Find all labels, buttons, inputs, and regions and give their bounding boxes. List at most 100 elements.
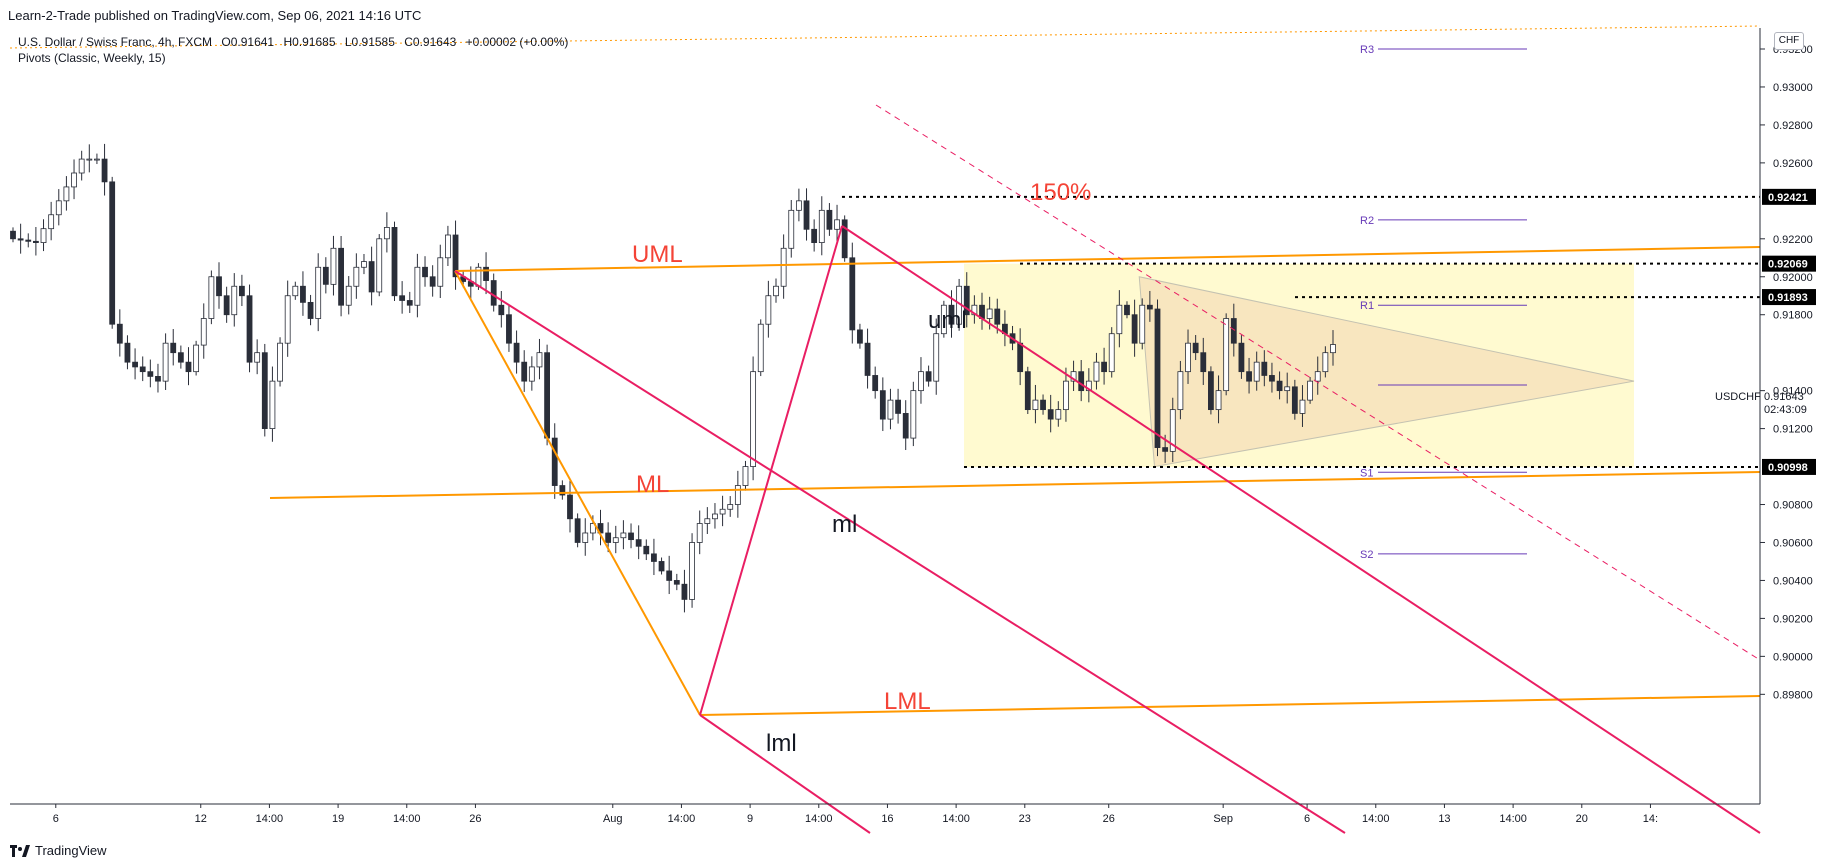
candle-body xyxy=(750,371,757,467)
candle-body xyxy=(139,366,146,373)
candle xyxy=(918,357,924,404)
pivot-label: R1 xyxy=(1360,300,1374,312)
candle xyxy=(345,276,352,315)
candle-body xyxy=(101,158,108,183)
candle xyxy=(651,538,657,576)
candle-body xyxy=(330,247,337,285)
candle-body xyxy=(864,342,871,376)
candle-body xyxy=(1169,409,1176,452)
candle-body xyxy=(353,266,360,287)
candle xyxy=(139,356,146,382)
symbol-name[interactable]: U.S. Dollar / Swiss Franc, 4h, FXCM xyxy=(18,35,213,49)
candle xyxy=(300,271,306,316)
candle xyxy=(1223,313,1230,396)
tradingview-logo[interactable]: TradingView xyxy=(10,843,107,858)
candle xyxy=(315,253,322,332)
high-value: H0.91685 xyxy=(283,35,336,49)
candle xyxy=(757,319,764,377)
candle-body xyxy=(1230,318,1237,344)
tradingview-logo-icon xyxy=(10,844,30,857)
candle-body xyxy=(651,553,657,562)
pivot-label: R2 xyxy=(1360,215,1374,227)
candle xyxy=(1055,401,1062,427)
candle xyxy=(536,338,543,380)
candle xyxy=(765,280,772,338)
x-tick-label: 14:00 xyxy=(805,813,833,825)
y-tick-label: 0.91800 xyxy=(1773,310,1813,322)
symbol-ohlc-bar: U.S. Dollar / Swiss Franc, 4h, FXCM O0.9… xyxy=(18,35,574,49)
candle-body xyxy=(483,266,489,281)
candle xyxy=(727,496,734,517)
candle xyxy=(376,234,383,297)
candle xyxy=(94,153,100,165)
candle-body xyxy=(170,342,177,354)
candle xyxy=(193,340,200,376)
candle-body xyxy=(1017,342,1024,373)
candle xyxy=(429,265,436,297)
candle-body xyxy=(383,227,390,240)
candle-body xyxy=(1101,361,1107,373)
x-tick-label: 14:00 xyxy=(256,813,284,825)
candle-body xyxy=(643,545,650,555)
candle xyxy=(1169,397,1176,463)
candle-body xyxy=(208,276,215,319)
candle xyxy=(620,520,627,550)
candle xyxy=(208,270,215,325)
candle-body xyxy=(1299,399,1306,414)
candle-body xyxy=(1223,318,1230,392)
pitchfork-median-line xyxy=(269,471,1761,499)
candle xyxy=(544,344,550,446)
currency-button[interactable]: CHF xyxy=(1774,32,1804,50)
indicator-label[interactable]: Pivots (Classic, Weekly, 15) xyxy=(18,51,166,65)
y-tick-label: 0.91200 xyxy=(1773,424,1813,436)
price-label: 0.92069 xyxy=(1768,259,1808,271)
pivot-label: R3 xyxy=(1360,44,1374,56)
candle-body xyxy=(200,318,207,346)
candle-body xyxy=(1177,371,1184,411)
candle xyxy=(63,176,70,211)
candle-body xyxy=(71,172,77,188)
x-tick-label: 14:00 xyxy=(668,813,696,825)
candle xyxy=(1024,366,1031,415)
candle xyxy=(406,291,413,313)
candle xyxy=(292,281,299,300)
y-tick-label: 0.90600 xyxy=(1773,537,1813,549)
candle-body xyxy=(1276,380,1283,392)
candle-body xyxy=(124,342,131,363)
candle-body xyxy=(986,308,993,319)
candle-body xyxy=(666,570,673,581)
price-label: 0.91893 xyxy=(1768,292,1808,304)
candle-body xyxy=(48,214,55,230)
candle xyxy=(437,244,444,299)
candle-body xyxy=(368,261,375,293)
candle-body xyxy=(681,583,688,600)
candle-body xyxy=(620,532,627,539)
candle xyxy=(742,460,749,491)
candle-body xyxy=(673,580,680,585)
fibo-150-line xyxy=(875,104,1761,661)
candle xyxy=(1108,327,1115,378)
candle-body xyxy=(528,366,535,382)
candle xyxy=(1215,375,1222,424)
candle xyxy=(879,377,886,432)
x-tick-label: 14:00 xyxy=(1362,813,1390,825)
triangle-pattern xyxy=(1138,276,1635,468)
candle-body xyxy=(284,295,291,344)
candle xyxy=(1139,298,1146,350)
x-tick-label: Sep xyxy=(1213,813,1233,825)
candle-body xyxy=(1139,304,1146,344)
candle-body xyxy=(338,247,344,306)
candle xyxy=(1192,335,1199,361)
candle-body xyxy=(25,239,32,242)
candle xyxy=(902,400,909,451)
candle-body xyxy=(307,301,314,319)
candle xyxy=(1146,290,1153,322)
candle-body xyxy=(818,209,825,243)
tradingview-logo-text: TradingView xyxy=(35,843,107,858)
x-tick-label: 14:00 xyxy=(1499,813,1527,825)
candle-body xyxy=(1330,344,1336,354)
candle xyxy=(391,221,398,301)
x-tick-label: 16 xyxy=(881,813,893,825)
x-tick-label: 6 xyxy=(1304,813,1310,825)
